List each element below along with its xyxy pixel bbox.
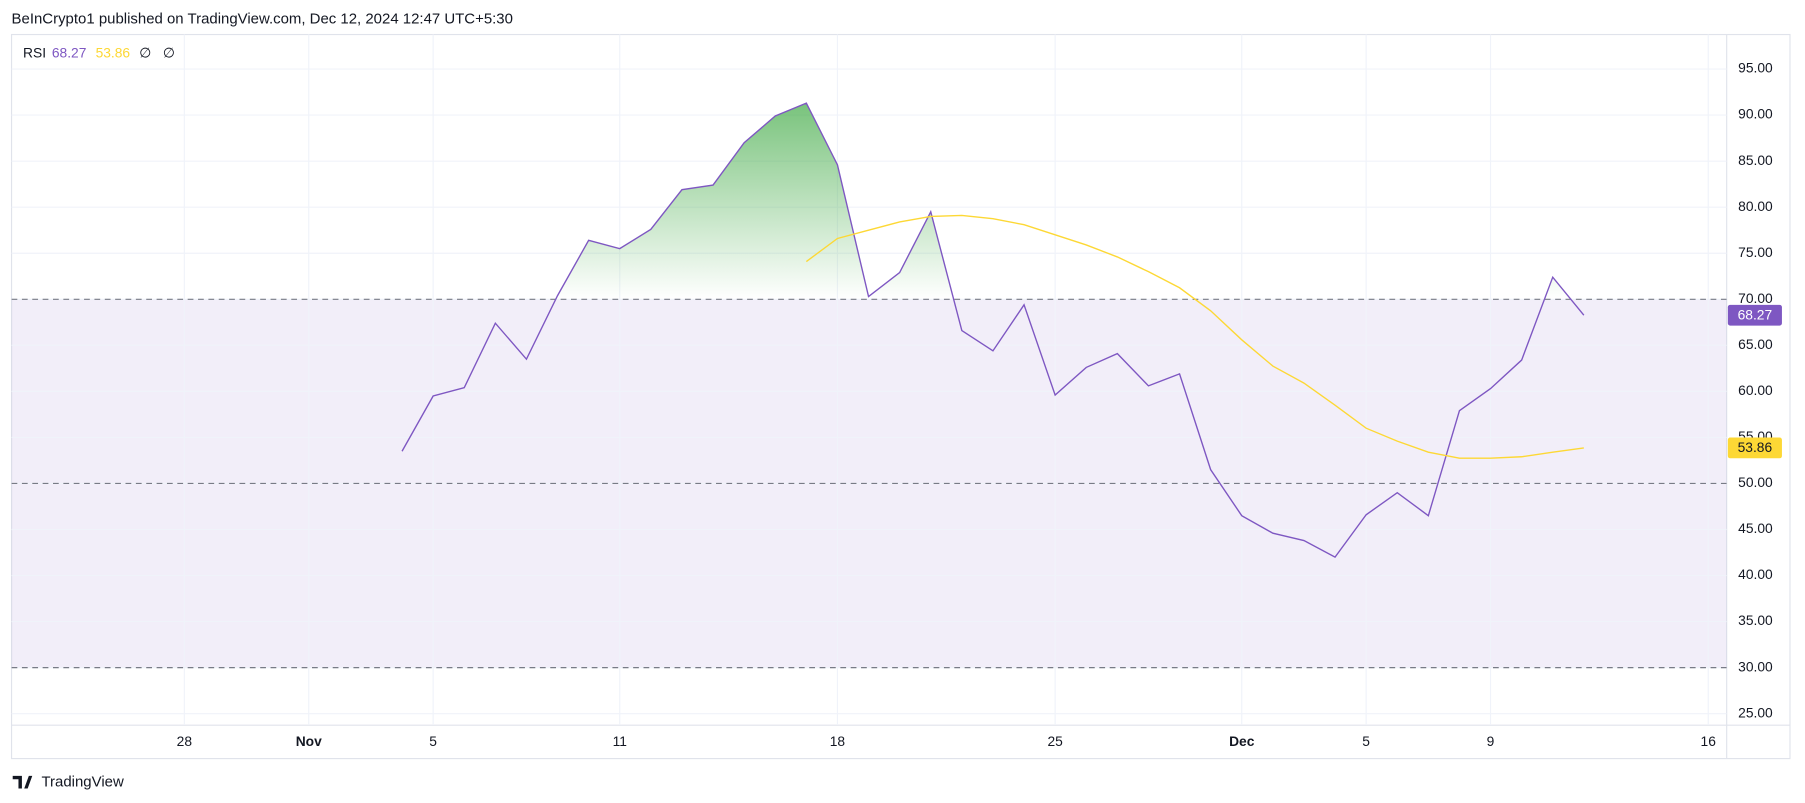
y-tick-label: 75.00 [1738, 244, 1773, 260]
y-tick-label: 25.00 [1738, 704, 1773, 720]
y-tick-label: 35.00 [1738, 612, 1773, 628]
x-tick-label: 28 [177, 733, 193, 749]
tradingview-logo: TradingView [12, 774, 124, 791]
last-value-label: 53.86 [1738, 439, 1773, 455]
x-tick-label: 5 [429, 733, 437, 749]
publish-header: BeInCrypto1 published on TradingView.com… [12, 11, 513, 28]
logo-text: TradingView [41, 774, 123, 791]
legend-name: RSI [23, 45, 46, 61]
overlay: 25.0030.0035.0040.0045.0050.0055.0060.00… [23, 45, 1782, 749]
y-tick-label: 95.00 [1738, 60, 1773, 76]
y-tick-label: 30.00 [1738, 658, 1773, 674]
y-tick-label: 80.00 [1738, 198, 1773, 214]
y-tick-label: 60.00 [1738, 382, 1773, 398]
x-tick-label: 11 [613, 733, 627, 749]
legend-extra: ∅ [163, 45, 175, 61]
x-tick-label: 25 [1047, 733, 1063, 749]
series-line [805, 214, 1584, 459]
legend-value: 53.86 [96, 45, 131, 61]
legend-value: 68.27 [52, 45, 87, 61]
series-line [401, 102, 1585, 559]
y-tick-label: 40.00 [1738, 566, 1773, 582]
y-tick-label: 70.00 [1738, 290, 1773, 306]
x-tick-label: Nov [296, 733, 322, 749]
last-value-badge [1727, 304, 1782, 326]
last-value-label: 68.27 [1738, 306, 1773, 322]
x-tick-label: Dec [1229, 733, 1255, 749]
y-tick-label: 45.00 [1738, 520, 1773, 536]
overbought-fill [402, 103, 1584, 300]
y-tick-label: 65.00 [1738, 336, 1773, 352]
chart-frame [10, 33, 1791, 760]
x-tick-label: 9 [1487, 733, 1495, 749]
logo-mark [12, 775, 33, 789]
x-tick-label: 5 [1362, 733, 1370, 749]
x-tick-label: 18 [830, 733, 846, 749]
y-tick-label: 90.00 [1738, 106, 1773, 122]
y-tick-label: 50.00 [1738, 474, 1773, 490]
last-value-badge [1727, 437, 1782, 459]
y-tick-label: 85.00 [1738, 152, 1773, 168]
plot-area [11, 34, 1727, 726]
legend-extra: ∅ [139, 45, 151, 61]
x-tick-label: 16 [1701, 733, 1717, 749]
